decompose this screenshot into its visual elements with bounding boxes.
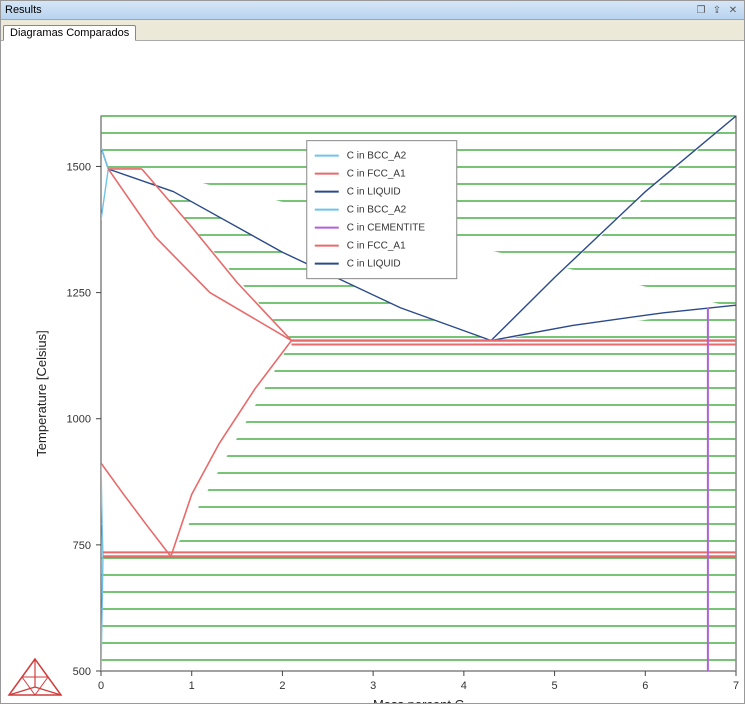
- svg-text:C in FCC_A1: C in FCC_A1: [347, 241, 406, 252]
- title-bar: Results ❐ ⇪ ✕: [1, 1, 744, 20]
- results-window: Results ❐ ⇪ ✕ Diagramas Comparados 0 1 2 3 4…: [0, 0, 745, 704]
- app-logo-icon: [7, 657, 63, 697]
- svg-text:C in LIQUID: C in LIQUID: [347, 259, 401, 270]
- tab-bar: Diagramas Comparados: [1, 20, 744, 41]
- svg-text:4: 4: [461, 680, 467, 692]
- pin-icon[interactable]: ⇪: [710, 3, 724, 17]
- window-title: Results: [5, 4, 694, 16]
- chart-canvas: 0 1 2 3 4 5 6 7 500 750 1000 1250 1500 Mass percent C…: [1, 41, 744, 703]
- window-controls: ❐ ⇪ ✕: [694, 3, 740, 17]
- svg-text:1: 1: [189, 680, 195, 692]
- svg-text:Temperature [Celsius]: Temperature [Celsius]: [34, 330, 49, 456]
- svg-text:2: 2: [279, 680, 285, 692]
- svg-text:0: 0: [98, 680, 104, 692]
- svg-text:1500: 1500: [67, 161, 91, 173]
- svg-text:500: 500: [73, 666, 91, 678]
- svg-text:C in FCC_A1: C in FCC_A1: [347, 169, 406, 180]
- svg-text:1000: 1000: [67, 414, 91, 426]
- restore-icon[interactable]: ❐: [694, 3, 708, 17]
- svg-text:C in BCC_A2: C in BCC_A2: [347, 205, 407, 216]
- close-icon[interactable]: ✕: [726, 3, 740, 17]
- svg-text:5: 5: [552, 680, 558, 692]
- svg-text:C in CEMENTITE: C in CEMENTITE: [347, 223, 426, 234]
- svg-text:C in LIQUID: C in LIQUID: [347, 187, 401, 198]
- svg-text:Mass percent C: Mass percent C: [373, 697, 464, 704]
- svg-text:C in BCC_A2: C in BCC_A2: [347, 151, 407, 162]
- svg-text:7: 7: [733, 680, 739, 692]
- svg-text:750: 750: [73, 540, 91, 552]
- tab-diagramas[interactable]: Diagramas Comparados: [3, 25, 136, 41]
- svg-text:3: 3: [370, 680, 376, 692]
- svg-text:1250: 1250: [67, 288, 91, 300]
- svg-text:6: 6: [642, 680, 648, 692]
